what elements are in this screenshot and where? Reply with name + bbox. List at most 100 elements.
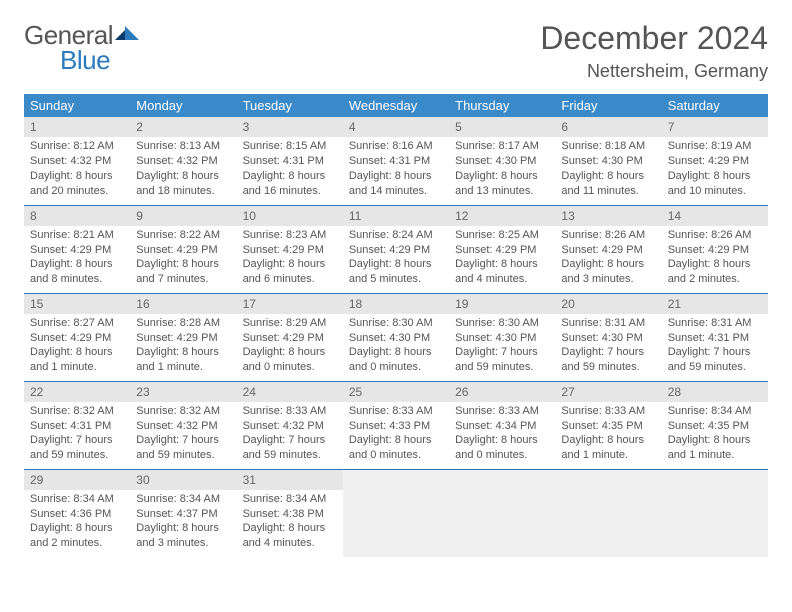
sunrise-text: Sunrise: 8:24 AM	[349, 228, 443, 243]
calendar-day: 28Sunrise: 8:34 AMSunset: 4:35 PMDayligh…	[662, 381, 768, 469]
calendar-day: 2Sunrise: 8:13 AMSunset: 4:32 PMDaylight…	[130, 117, 236, 205]
title-block: December 2024 Nettersheim, Germany	[540, 20, 768, 82]
calendar-day	[449, 469, 555, 557]
daylight-text: Daylight: 8 hours and 2 minutes.	[30, 521, 124, 551]
weekday-header: Sunday	[24, 94, 130, 117]
sunrise-text: Sunrise: 8:30 AM	[455, 316, 549, 331]
calendar-day: 18Sunrise: 8:30 AMSunset: 4:30 PMDayligh…	[343, 293, 449, 381]
sunset-text: Sunset: 4:29 PM	[455, 243, 549, 258]
day-details: Sunrise: 8:32 AMSunset: 4:31 PMDaylight:…	[24, 402, 130, 467]
calendar-body: 1Sunrise: 8:12 AMSunset: 4:32 PMDaylight…	[24, 117, 768, 557]
calendar-week: 29Sunrise: 8:34 AMSunset: 4:36 PMDayligh…	[24, 469, 768, 557]
sunset-text: Sunset: 4:29 PM	[243, 243, 337, 258]
sunrise-text: Sunrise: 8:31 AM	[561, 316, 655, 331]
day-number: 24	[237, 382, 343, 402]
sunset-text: Sunset: 4:31 PM	[668, 331, 762, 346]
daylight-text: Daylight: 8 hours and 10 minutes.	[668, 169, 762, 199]
day-details: Sunrise: 8:34 AMSunset: 4:37 PMDaylight:…	[130, 490, 236, 555]
logo: General Blue	[24, 20, 143, 76]
sunrise-text: Sunrise: 8:12 AM	[30, 139, 124, 154]
sunrise-text: Sunrise: 8:30 AM	[349, 316, 443, 331]
daylight-text: Daylight: 8 hours and 6 minutes.	[243, 257, 337, 287]
calendar-day: 8 Sunrise: 8:21 AMSunset: 4:29 PMDaylight…	[24, 205, 130, 293]
calendar-day: 9Sunrise: 8:22 AMSunset: 4:29 PMDaylight…	[130, 205, 236, 293]
day-number: 23	[130, 382, 236, 402]
calendar-day: 10Sunrise: 8:23 AMSunset: 4:29 PMDayligh…	[237, 205, 343, 293]
calendar-day: 24Sunrise: 8:33 AMSunset: 4:32 PMDayligh…	[237, 381, 343, 469]
calendar-week: 22Sunrise: 8:32 AMSunset: 4:31 PMDayligh…	[24, 381, 768, 469]
day-details: Sunrise: 8:34 AMSunset: 4:36 PMDaylight:…	[24, 490, 130, 555]
calendar-day: 22Sunrise: 8:32 AMSunset: 4:31 PMDayligh…	[24, 381, 130, 469]
day-details: Sunrise: 8:15 AMSunset: 4:31 PMDaylight:…	[237, 137, 343, 202]
day-details: Sunrise: 8:19 AMSunset: 4:29 PMDaylight:…	[662, 137, 768, 202]
day-number: 30	[130, 470, 236, 490]
calendar-day: 3Sunrise: 8:15 AMSunset: 4:31 PMDaylight…	[237, 117, 343, 205]
sunset-text: Sunset: 4:38 PM	[243, 507, 337, 522]
sunset-text: Sunset: 4:35 PM	[561, 419, 655, 434]
calendar-week: 15Sunrise: 8:27 AMSunset: 4:29 PMDayligh…	[24, 293, 768, 381]
calendar-day	[555, 469, 661, 557]
day-number: 13	[555, 206, 661, 226]
daylight-text: Daylight: 7 hours and 59 minutes.	[30, 433, 124, 463]
sunrise-text: Sunrise: 8:26 AM	[668, 228, 762, 243]
day-number: 5	[449, 117, 555, 137]
daylight-text: Daylight: 8 hours and 8 minutes.	[30, 257, 124, 287]
sunrise-text: Sunrise: 8:27 AM	[30, 316, 124, 331]
sunset-text: Sunset: 4:30 PM	[561, 154, 655, 169]
day-number: 7	[662, 117, 768, 137]
day-number: 8	[24, 206, 130, 226]
day-details: Sunrise: 8:27 AMSunset: 4:29 PMDaylight:…	[24, 314, 130, 379]
weekday-header: Thursday	[449, 94, 555, 117]
day-number: 14	[662, 206, 768, 226]
calendar-day	[662, 469, 768, 557]
calendar-day: 26Sunrise: 8:33 AMSunset: 4:34 PMDayligh…	[449, 381, 555, 469]
day-details: Sunrise: 8:30 AMSunset: 4:30 PMDaylight:…	[449, 314, 555, 379]
day-details: Sunrise: 8:33 AMSunset: 4:32 PMDaylight:…	[237, 402, 343, 467]
sunset-text: Sunset: 4:29 PM	[349, 243, 443, 258]
day-number: 28	[662, 382, 768, 402]
daylight-text: Daylight: 8 hours and 0 minutes.	[455, 433, 549, 463]
weekday-header: Friday	[555, 94, 661, 117]
calendar-day	[343, 469, 449, 557]
sunset-text: Sunset: 4:29 PM	[668, 243, 762, 258]
sunset-text: Sunset: 4:30 PM	[349, 331, 443, 346]
sunrise-text: Sunrise: 8:17 AM	[455, 139, 549, 154]
day-number: 15	[24, 294, 130, 314]
calendar-day: 29Sunrise: 8:34 AMSunset: 4:36 PMDayligh…	[24, 469, 130, 557]
calendar-head: Sunday Monday Tuesday Wednesday Thursday…	[24, 94, 768, 117]
calendar-day: 12Sunrise: 8:25 AMSunset: 4:29 PMDayligh…	[449, 205, 555, 293]
calendar-day: 30Sunrise: 8:34 AMSunset: 4:37 PMDayligh…	[130, 469, 236, 557]
weekday-header: Tuesday	[237, 94, 343, 117]
day-details: Sunrise: 8:33 AMSunset: 4:34 PMDaylight:…	[449, 402, 555, 467]
sunset-text: Sunset: 4:29 PM	[136, 243, 230, 258]
header: General Blue December 2024 Nettersheim, …	[24, 20, 768, 82]
sunrise-text: Sunrise: 8:18 AM	[561, 139, 655, 154]
weekday-header: Saturday	[662, 94, 768, 117]
day-number: 20	[555, 294, 661, 314]
day-details: Sunrise: 8:23 AMSunset: 4:29 PMDaylight:…	[237, 226, 343, 291]
sunset-text: Sunset: 4:29 PM	[668, 154, 762, 169]
day-number: 12	[449, 206, 555, 226]
sunrise-text: Sunrise: 8:34 AM	[136, 492, 230, 507]
calendar-day: 25Sunrise: 8:33 AMSunset: 4:33 PMDayligh…	[343, 381, 449, 469]
sunrise-text: Sunrise: 8:33 AM	[561, 404, 655, 419]
day-number: 16	[130, 294, 236, 314]
day-details: Sunrise: 8:13 AMSunset: 4:32 PMDaylight:…	[130, 137, 236, 202]
calendar-day: 4Sunrise: 8:16 AMSunset: 4:31 PMDaylight…	[343, 117, 449, 205]
daylight-text: Daylight: 7 hours and 59 minutes.	[561, 345, 655, 375]
day-details: Sunrise: 8:31 AMSunset: 4:30 PMDaylight:…	[555, 314, 661, 379]
day-details: Sunrise: 8:32 AMSunset: 4:32 PMDaylight:…	[130, 402, 236, 467]
day-details: Sunrise: 8:26 AMSunset: 4:29 PMDaylight:…	[662, 226, 768, 291]
calendar-day: 11Sunrise: 8:24 AMSunset: 4:29 PMDayligh…	[343, 205, 449, 293]
day-number: 31	[237, 470, 343, 490]
sunset-text: Sunset: 4:32 PM	[136, 154, 230, 169]
day-details: Sunrise: 8:22 AMSunset: 4:29 PMDaylight:…	[130, 226, 236, 291]
day-number: 4	[343, 117, 449, 137]
sunset-text: Sunset: 4:34 PM	[455, 419, 549, 434]
daylight-text: Daylight: 7 hours and 59 minutes.	[136, 433, 230, 463]
sunrise-text: Sunrise: 8:21 AM	[30, 228, 124, 243]
weekday-header: Monday	[130, 94, 236, 117]
sunset-text: Sunset: 4:29 PM	[30, 243, 124, 258]
daylight-text: Daylight: 8 hours and 4 minutes.	[455, 257, 549, 287]
sunset-text: Sunset: 4:30 PM	[455, 154, 549, 169]
